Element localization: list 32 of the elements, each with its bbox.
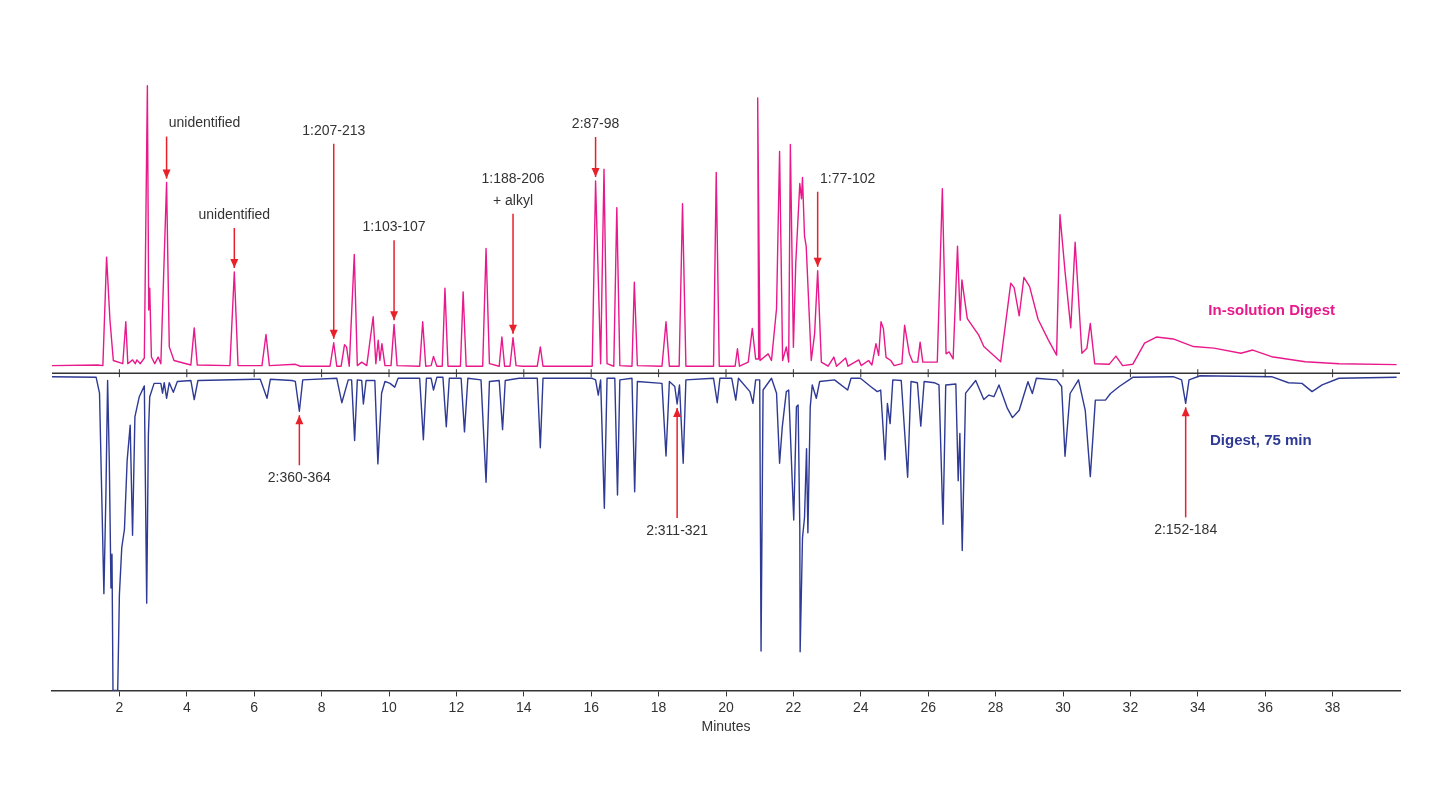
x-tick-label: 2 xyxy=(115,698,124,715)
x-axis-title: Minutes xyxy=(701,718,751,735)
x-tick-label: 26 xyxy=(920,698,937,715)
annotation: 1:77-102 xyxy=(820,169,876,186)
x-tick-label: 16 xyxy=(583,698,600,715)
x-tick-label: 18 xyxy=(650,698,667,715)
annotation: 2:152-184 xyxy=(1154,521,1218,538)
annotation: unidentified xyxy=(198,205,271,222)
annotation: 2:311-321 xyxy=(646,521,709,538)
x-tick-label: 34 xyxy=(1190,698,1206,715)
x-tick-label: 14 xyxy=(516,698,532,715)
x-tick-label: 30 xyxy=(1055,698,1071,715)
x-tick-label: 22 xyxy=(785,698,802,715)
x-tick-label: 12 xyxy=(448,698,465,715)
x-tick-label: 36 xyxy=(1257,698,1274,715)
annotation: unidentified xyxy=(168,114,241,131)
text: Digest, 75 min xyxy=(1210,431,1312,449)
x-tick-label: 32 xyxy=(1122,698,1139,715)
annotation: 1:207-213 xyxy=(302,121,366,138)
x-tick-label: 24 xyxy=(853,698,869,715)
x-tick-label: 38 xyxy=(1324,698,1341,715)
annotation: 2:360-364 xyxy=(267,469,332,486)
x-tick-label: 4 xyxy=(182,698,191,715)
x-tick-label: 6 xyxy=(250,698,259,715)
x-tick-label: 20 xyxy=(718,698,734,715)
annotation: 1:188-206 + alkyl xyxy=(481,169,545,208)
x-tick-label: 10 xyxy=(381,698,397,715)
series-label: In-solution Digest xyxy=(1208,301,1335,319)
annotation: 2:87-98 xyxy=(571,114,620,131)
annotation: 1:103-107 xyxy=(362,218,426,235)
x-tick-label: 28 xyxy=(987,698,1004,715)
x-tick-label: 8 xyxy=(317,698,326,715)
